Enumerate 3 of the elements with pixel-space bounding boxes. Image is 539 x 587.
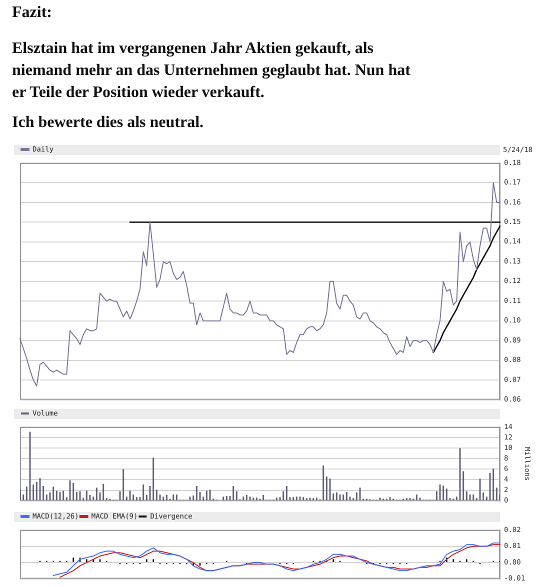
text: Elsztain hat im vergangenen Jahr Aktien gekauft, als niemand mehr an das Unternehmen geglaubt hat. Nun hat er Teile der Position wieder verkauft. (12, 39, 412, 103)
text: Fazit: (12, 3, 53, 23)
text: Ich bewerte dies als neutral. (12, 113, 205, 133)
